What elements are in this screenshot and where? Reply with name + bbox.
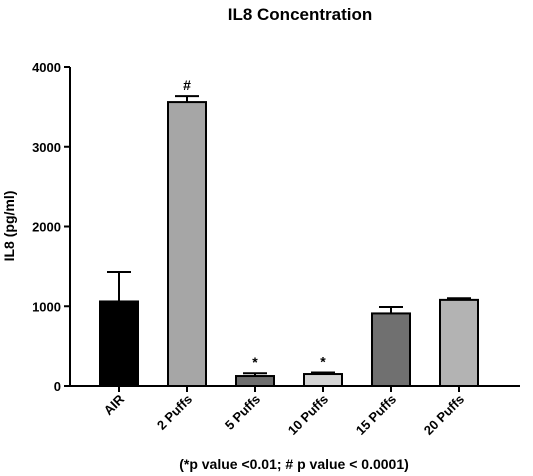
y-tick-label: 1000 xyxy=(32,299,61,314)
x-tick-label: AIR xyxy=(101,391,128,418)
x-tick-label: 20 Puffs xyxy=(421,392,467,438)
y-tick-label: 2000 xyxy=(32,220,61,235)
significance-footnote: (*p value <0.01; # p value < 0.0001) xyxy=(179,456,409,472)
bar xyxy=(235,375,275,387)
y-tick-label: 0 xyxy=(54,379,61,394)
chart-title: IL8 Concentration xyxy=(228,5,373,24)
x-tick-label: 15 Puffs xyxy=(353,392,399,438)
bar xyxy=(167,101,207,387)
x-tick-label: 2 Puffs xyxy=(154,392,195,433)
significance-marker: * xyxy=(252,354,258,370)
bar xyxy=(303,373,343,388)
y-tick-label: 4000 xyxy=(32,60,61,75)
bars: # * * xyxy=(99,77,479,388)
significance-marker: # xyxy=(183,77,191,93)
x-tick-label: 10 Puffs xyxy=(285,392,331,438)
x-tick-label: 5 Puffs xyxy=(222,392,263,433)
y-axis: 0 1000 2000 3000 4000 xyxy=(32,60,71,394)
x-tick-labels: AIR 2 Puffs 5 Puffs 10 Puffs 15 Puffs 20 Puff… xyxy=(101,391,467,438)
y-axis-label: IL8 (pg/ml) xyxy=(1,191,17,262)
significance-marker: * xyxy=(320,353,326,369)
bar xyxy=(99,300,139,387)
y-tick-label: 3000 xyxy=(32,140,61,155)
bar xyxy=(371,312,411,387)
bar xyxy=(439,298,479,387)
